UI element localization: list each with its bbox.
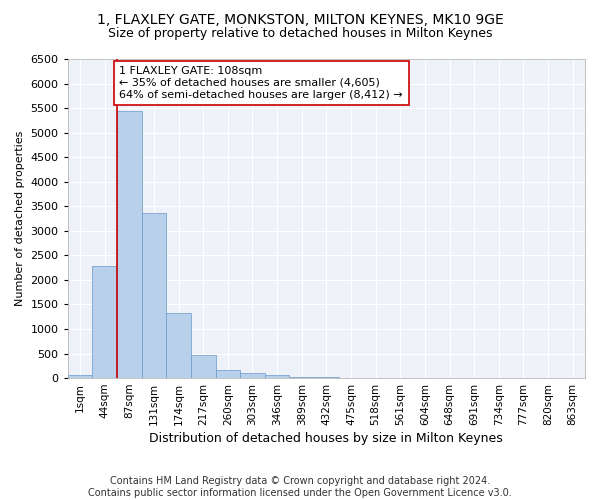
X-axis label: Distribution of detached houses by size in Milton Keynes: Distribution of detached houses by size … xyxy=(149,432,503,445)
Bar xyxy=(142,212,166,378)
Bar xyxy=(68,374,92,378)
Bar xyxy=(191,355,215,378)
Bar xyxy=(117,110,142,378)
Text: Size of property relative to detached houses in Milton Keynes: Size of property relative to detached ho… xyxy=(108,28,492,40)
Bar xyxy=(215,370,240,378)
Text: 1, FLAXLEY GATE, MONKSTON, MILTON KEYNES, MK10 9GE: 1, FLAXLEY GATE, MONKSTON, MILTON KEYNES… xyxy=(97,12,503,26)
Text: 1 FLAXLEY GATE: 108sqm
← 35% of detached houses are smaller (4,605)
64% of semi-: 1 FLAXLEY GATE: 108sqm ← 35% of detached… xyxy=(119,66,403,100)
Bar xyxy=(265,376,289,378)
Text: Contains HM Land Registry data © Crown copyright and database right 2024.
Contai: Contains HM Land Registry data © Crown c… xyxy=(88,476,512,498)
Bar xyxy=(166,314,191,378)
Bar xyxy=(289,376,314,378)
Bar xyxy=(240,374,265,378)
Bar xyxy=(92,266,117,378)
Y-axis label: Number of detached properties: Number of detached properties xyxy=(15,131,25,306)
